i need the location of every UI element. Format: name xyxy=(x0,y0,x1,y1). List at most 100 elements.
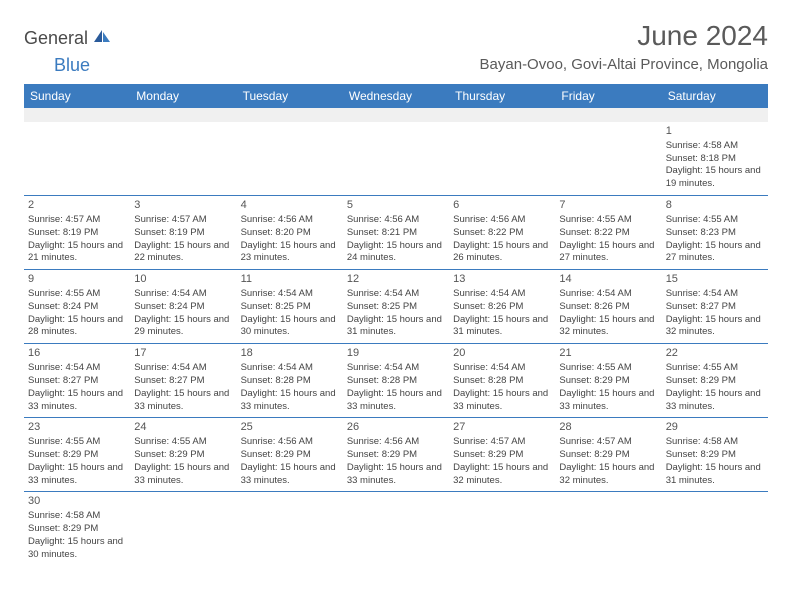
weekday-header: Friday xyxy=(555,84,661,108)
weekday-header: Thursday xyxy=(449,84,555,108)
sunset-text: Sunset: 8:29 PM xyxy=(241,449,339,462)
calendar-week-row: 30Sunrise: 4:58 AMSunset: 8:29 PMDayligh… xyxy=(24,492,768,566)
daylight-text: Daylight: 15 hours and 26 minutes. xyxy=(453,240,551,266)
calendar-day-cell: 11Sunrise: 4:54 AMSunset: 8:25 PMDayligh… xyxy=(237,270,343,344)
daylight-text: Daylight: 15 hours and 22 minutes. xyxy=(134,240,232,266)
daylight-text: Daylight: 15 hours and 33 minutes. xyxy=(241,462,339,488)
sunset-text: Sunset: 8:26 PM xyxy=(559,301,657,314)
daylight-text: Daylight: 15 hours and 33 minutes. xyxy=(559,388,657,414)
daylight-text: Daylight: 15 hours and 31 minutes. xyxy=(453,314,551,340)
day-number: 25 xyxy=(241,420,339,435)
calendar-day-cell: 13Sunrise: 4:54 AMSunset: 8:26 PMDayligh… xyxy=(449,270,555,344)
sunrise-text: Sunrise: 4:54 AM xyxy=(28,362,126,375)
calendar-day-cell: 12Sunrise: 4:54 AMSunset: 8:25 PMDayligh… xyxy=(343,270,449,344)
calendar-day-cell xyxy=(24,122,130,196)
day-number: 24 xyxy=(134,420,232,435)
day-number: 18 xyxy=(241,346,339,361)
day-number: 28 xyxy=(559,420,657,435)
calendar-pad-cell xyxy=(130,108,236,122)
sunset-text: Sunset: 8:25 PM xyxy=(241,301,339,314)
calendar-day-cell xyxy=(237,492,343,566)
sunrise-text: Sunrise: 4:54 AM xyxy=(241,288,339,301)
sunrise-text: Sunrise: 4:54 AM xyxy=(134,288,232,301)
sunrise-text: Sunrise: 4:55 AM xyxy=(559,214,657,227)
calendar-day-cell xyxy=(555,492,661,566)
day-number: 20 xyxy=(453,346,551,361)
day-number: 16 xyxy=(28,346,126,361)
sunrise-text: Sunrise: 4:54 AM xyxy=(666,288,764,301)
sunrise-text: Sunrise: 4:54 AM xyxy=(453,288,551,301)
calendar-day-cell: 21Sunrise: 4:55 AMSunset: 8:29 PMDayligh… xyxy=(555,344,661,418)
sunrise-text: Sunrise: 4:58 AM xyxy=(666,436,764,449)
calendar-day-cell: 10Sunrise: 4:54 AMSunset: 8:24 PMDayligh… xyxy=(130,270,236,344)
calendar-day-cell xyxy=(343,122,449,196)
sunset-text: Sunset: 8:29 PM xyxy=(559,375,657,388)
sunset-text: Sunset: 8:25 PM xyxy=(347,301,445,314)
day-number: 3 xyxy=(134,198,232,213)
day-number: 9 xyxy=(28,272,126,287)
header: General June 2024 Bayan-Ovoo, Govi-Altai… xyxy=(24,20,768,73)
day-number: 14 xyxy=(559,272,657,287)
daylight-text: Daylight: 15 hours and 33 minutes. xyxy=(134,388,232,414)
sunset-text: Sunset: 8:22 PM xyxy=(559,227,657,240)
calendar-day-cell: 4Sunrise: 4:56 AMSunset: 8:20 PMDaylight… xyxy=(237,196,343,270)
sunrise-text: Sunrise: 4:55 AM xyxy=(666,214,764,227)
calendar-day-cell: 28Sunrise: 4:57 AMSunset: 8:29 PMDayligh… xyxy=(555,418,661,492)
calendar-day-cell: 30Sunrise: 4:58 AMSunset: 8:29 PMDayligh… xyxy=(24,492,130,566)
sunrise-text: Sunrise: 4:54 AM xyxy=(134,362,232,375)
sunset-text: Sunset: 8:29 PM xyxy=(666,375,764,388)
calendar-day-cell: 14Sunrise: 4:54 AMSunset: 8:26 PMDayligh… xyxy=(555,270,661,344)
daylight-text: Daylight: 15 hours and 33 minutes. xyxy=(666,388,764,414)
calendar-pad-cell xyxy=(24,108,130,122)
sunset-text: Sunset: 8:28 PM xyxy=(347,375,445,388)
sunrise-text: Sunrise: 4:57 AM xyxy=(453,436,551,449)
calendar-day-cell: 18Sunrise: 4:54 AMSunset: 8:28 PMDayligh… xyxy=(237,344,343,418)
calendar-day-cell xyxy=(343,492,449,566)
day-number: 22 xyxy=(666,346,764,361)
calendar-day-cell: 26Sunrise: 4:56 AMSunset: 8:29 PMDayligh… xyxy=(343,418,449,492)
calendar-week-row: 1Sunrise: 4:58 AMSunset: 8:18 PMDaylight… xyxy=(24,122,768,196)
sunrise-text: Sunrise: 4:55 AM xyxy=(559,362,657,375)
weekday-header: Monday xyxy=(130,84,236,108)
calendar-day-cell xyxy=(130,492,236,566)
logo: General xyxy=(24,20,114,49)
daylight-text: Daylight: 15 hours and 31 minutes. xyxy=(666,462,764,488)
day-number: 19 xyxy=(347,346,445,361)
daylight-text: Daylight: 15 hours and 33 minutes. xyxy=(453,388,551,414)
sunset-text: Sunset: 8:18 PM xyxy=(666,153,764,166)
day-number: 12 xyxy=(347,272,445,287)
sunrise-text: Sunrise: 4:55 AM xyxy=(134,436,232,449)
calendar-day-cell: 5Sunrise: 4:56 AMSunset: 8:21 PMDaylight… xyxy=(343,196,449,270)
daylight-text: Daylight: 15 hours and 33 minutes. xyxy=(134,462,232,488)
sunset-text: Sunset: 8:28 PM xyxy=(241,375,339,388)
sail-icon xyxy=(92,28,112,49)
calendar-week-row: 16Sunrise: 4:54 AMSunset: 8:27 PMDayligh… xyxy=(24,344,768,418)
sunset-text: Sunset: 8:22 PM xyxy=(453,227,551,240)
calendar-day-cell: 9Sunrise: 4:55 AMSunset: 8:24 PMDaylight… xyxy=(24,270,130,344)
weekday-header: Sunday xyxy=(24,84,130,108)
sunset-text: Sunset: 8:27 PM xyxy=(134,375,232,388)
sunset-text: Sunset: 8:28 PM xyxy=(453,375,551,388)
calendar-week-row: 23Sunrise: 4:55 AMSunset: 8:29 PMDayligh… xyxy=(24,418,768,492)
calendar-pad-cell xyxy=(449,108,555,122)
day-number: 13 xyxy=(453,272,551,287)
location: Bayan-Ovoo, Govi-Altai Province, Mongoli… xyxy=(480,56,768,73)
daylight-text: Daylight: 15 hours and 33 minutes. xyxy=(241,388,339,414)
daylight-text: Daylight: 15 hours and 27 minutes. xyxy=(559,240,657,266)
calendar-pad-cell xyxy=(343,108,449,122)
sunrise-text: Sunrise: 4:56 AM xyxy=(347,214,445,227)
sunset-text: Sunset: 8:24 PM xyxy=(134,301,232,314)
sunrise-text: Sunrise: 4:56 AM xyxy=(347,436,445,449)
calendar-day-cell: 24Sunrise: 4:55 AMSunset: 8:29 PMDayligh… xyxy=(130,418,236,492)
calendar-day-cell: 3Sunrise: 4:57 AMSunset: 8:19 PMDaylight… xyxy=(130,196,236,270)
calendar-day-cell xyxy=(662,492,768,566)
sunset-text: Sunset: 8:20 PM xyxy=(241,227,339,240)
sunset-text: Sunset: 8:29 PM xyxy=(453,449,551,462)
calendar-day-cell: 25Sunrise: 4:56 AMSunset: 8:29 PMDayligh… xyxy=(237,418,343,492)
sunset-text: Sunset: 8:19 PM xyxy=(134,227,232,240)
day-number: 27 xyxy=(453,420,551,435)
calendar-day-cell: 27Sunrise: 4:57 AMSunset: 8:29 PMDayligh… xyxy=(449,418,555,492)
calendar-day-cell: 1Sunrise: 4:58 AMSunset: 8:18 PMDaylight… xyxy=(662,122,768,196)
day-number: 29 xyxy=(666,420,764,435)
sunrise-text: Sunrise: 4:58 AM xyxy=(666,140,764,153)
